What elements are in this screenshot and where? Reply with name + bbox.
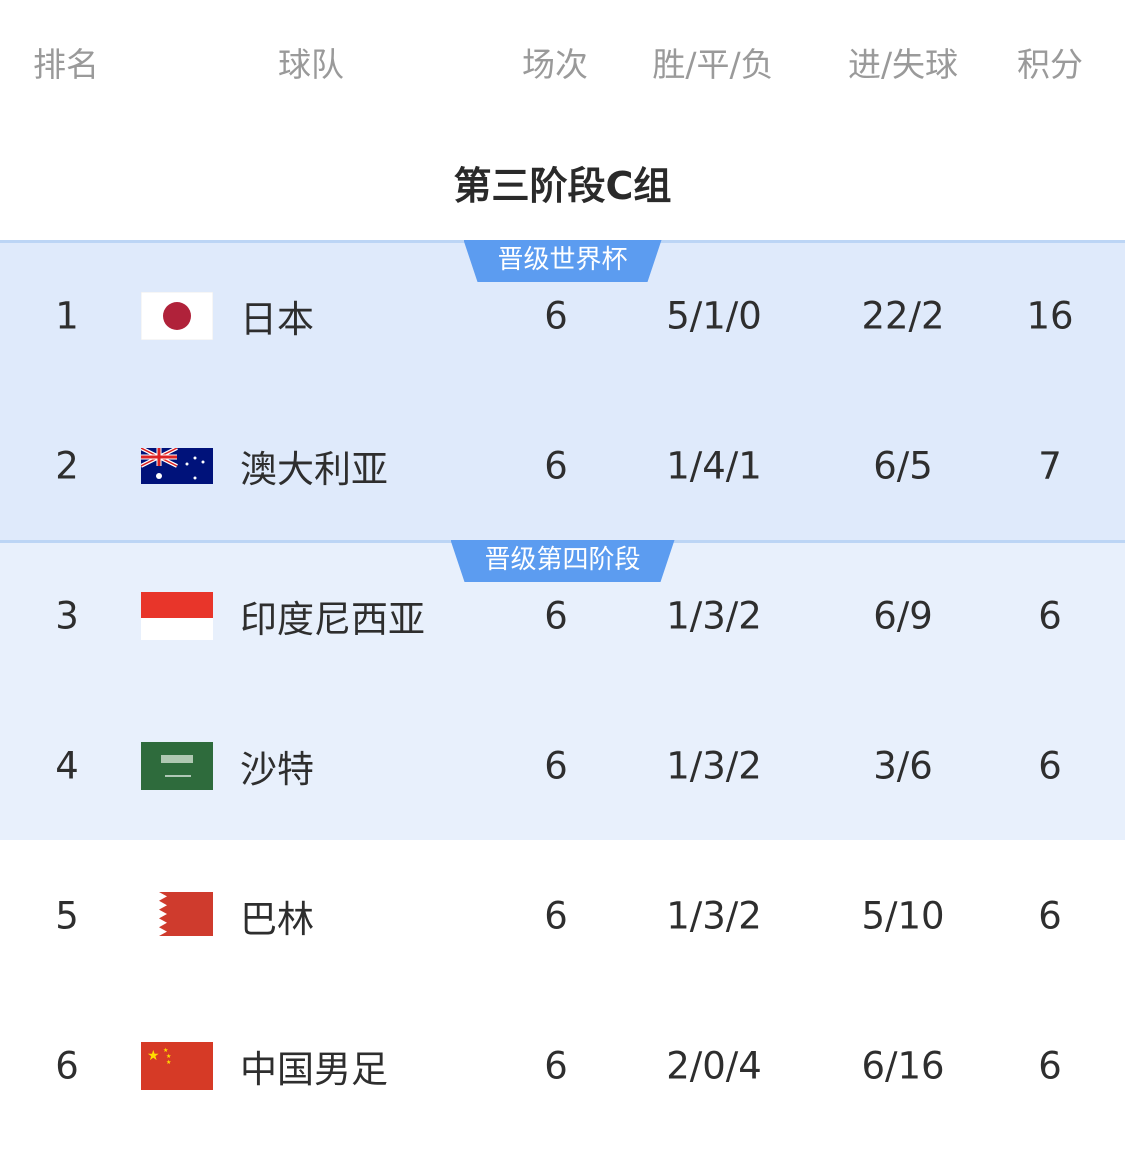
- rank: 3: [55, 594, 79, 638]
- table-row[interactable]: 4 沙特 6 1/3/2 3/6 6: [0, 691, 1125, 841]
- team-name[interactable]: 澳大利亚: [240, 448, 388, 491]
- team-name[interactable]: 中国男足: [240, 1048, 388, 1091]
- header-wdl: 胜/平/负: [652, 45, 774, 84]
- indonesia-flag-icon: [141, 592, 213, 640]
- zone-badge-world-cup: 晋级世界杯: [463, 240, 661, 282]
- australia-flag-icon: [141, 442, 213, 490]
- svg-text:★: ★: [166, 1053, 171, 1060]
- table-row[interactable]: 2 澳大利亚 6 1/4/1 6/5 7: [0, 391, 1125, 541]
- zone-world-cup: 晋级世界杯: [0, 240, 1125, 540]
- rank: 6: [55, 1044, 79, 1088]
- goals: 5/10: [861, 894, 945, 938]
- points: 6: [1038, 744, 1062, 788]
- wdl: 2/0/4: [666, 1044, 762, 1088]
- matches: 6: [544, 594, 568, 638]
- bahrain-flag-icon: [141, 892, 213, 940]
- matches: 6: [544, 894, 568, 938]
- header-matches: 场次: [522, 45, 588, 84]
- group-title: 第三阶段C组: [453, 164, 672, 208]
- table-header: 排名 球队 场次 胜/平/负 进/失球 积分: [0, 0, 1125, 120]
- team-name[interactable]: 沙特: [240, 748, 314, 791]
- zone-badge-fourth-stage: 晋级第四阶段: [450, 540, 674, 582]
- rank: 1: [55, 294, 79, 338]
- wdl: 5/1/0: [666, 294, 762, 338]
- matches: 6: [544, 1044, 568, 1088]
- svg-text:★: ★: [147, 1048, 160, 1064]
- japan-flag-icon: [141, 292, 213, 340]
- header-points: 积分: [1017, 45, 1083, 84]
- team-name[interactable]: 印度尼西亚: [240, 598, 425, 641]
- points: 6: [1038, 1044, 1062, 1088]
- rank: 4: [55, 744, 79, 788]
- points: 6: [1038, 594, 1062, 638]
- matches: 6: [544, 294, 568, 338]
- wdl: 1/3/2: [666, 594, 762, 638]
- goals: 6/5: [873, 444, 933, 488]
- goals: 6/16: [861, 1044, 945, 1088]
- wdl: 1/3/2: [666, 744, 762, 788]
- header-rank: 排名: [33, 45, 99, 84]
- table-row[interactable]: 6 ★ ★ ★ ★ 中国男足 6 2/0/4 6/16 6: [0, 991, 1125, 1141]
- rank: 5: [55, 894, 79, 938]
- matches: 6: [544, 444, 568, 488]
- zone-fourth-stage: 晋级第四阶段: [0, 540, 1125, 840]
- table-row[interactable]: 1 日本 6 5/1/0 22/2 16: [0, 241, 1125, 391]
- china-flag-icon: ★ ★ ★ ★: [141, 1042, 213, 1090]
- wdl: 1/4/1: [666, 444, 762, 488]
- points: 6: [1038, 894, 1062, 938]
- svg-text:★: ★: [166, 1059, 171, 1066]
- goals: 6/9: [873, 594, 933, 638]
- matches: 6: [544, 744, 568, 788]
- table-row[interactable]: 3 印度尼西亚 6 1/3/2 6/9 6: [0, 541, 1125, 691]
- goals: 22/2: [861, 294, 945, 338]
- saudi-arabia-flag-icon: [141, 742, 213, 790]
- wdl: 1/3/2: [666, 894, 762, 938]
- points: 7: [1038, 444, 1062, 488]
- table-row[interactable]: 5 巴林 6 1/3/2 5/10 6: [0, 841, 1125, 991]
- rank: 2: [55, 444, 79, 488]
- header-team: 球队: [278, 45, 344, 84]
- goals: 3/6: [873, 744, 933, 788]
- header-goals: 进/失球: [847, 45, 959, 84]
- team-name[interactable]: 日本: [240, 298, 314, 341]
- svg-text:★: ★: [163, 1047, 168, 1054]
- team-name[interactable]: 巴林: [240, 898, 314, 941]
- points: 16: [1026, 294, 1074, 338]
